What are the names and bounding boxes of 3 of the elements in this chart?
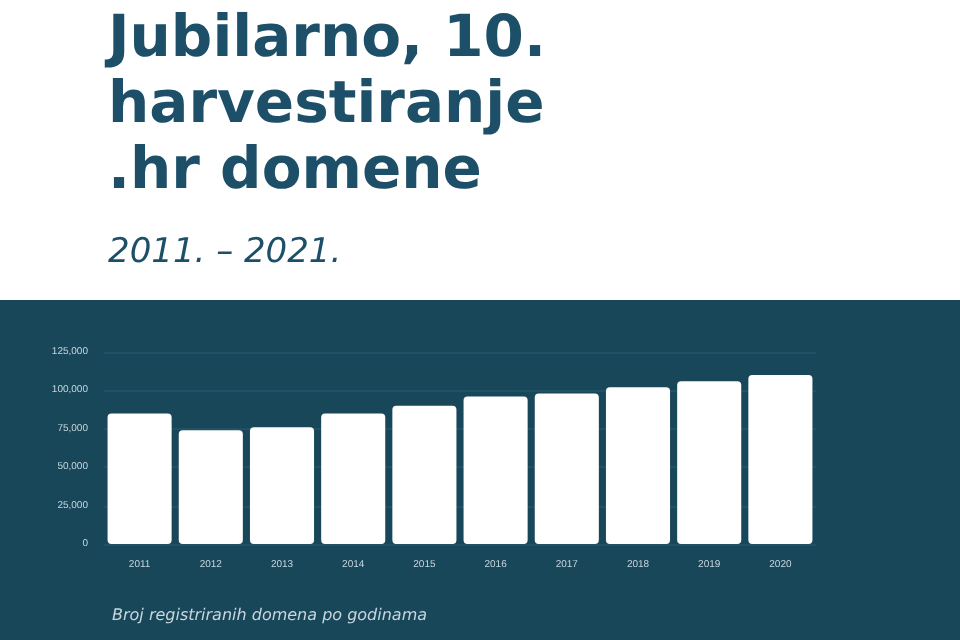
chart-title: Jubilarno, 10. harvestiranje .hr domene [108, 2, 549, 202]
text: Broj registriranih domena po godinama [112, 606, 428, 624]
chart-subtitle: 2011. – 2021. [108, 232, 342, 272]
